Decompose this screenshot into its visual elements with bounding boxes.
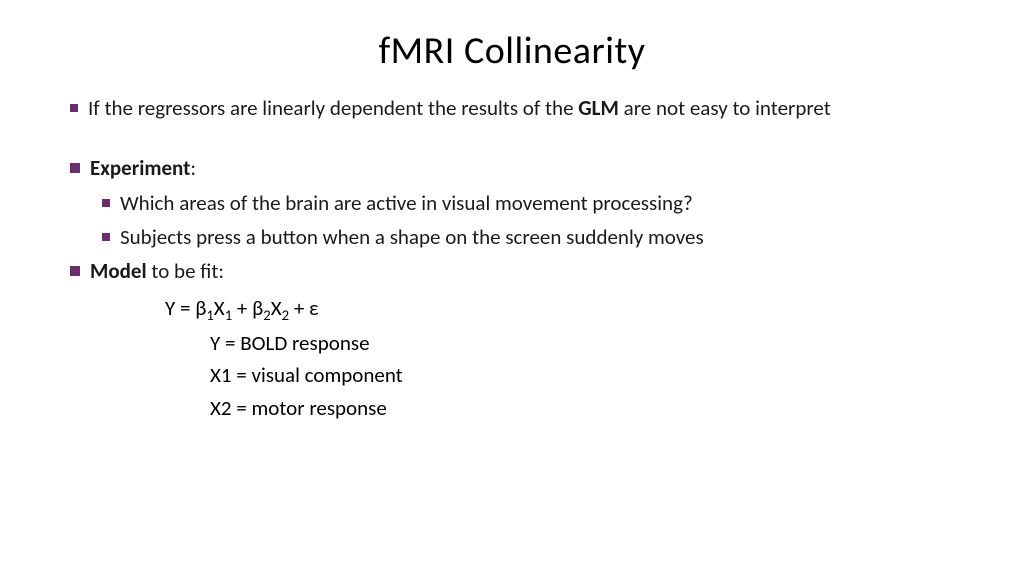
model-def: Y = BOLD response xyxy=(210,327,954,360)
bullet-icon xyxy=(102,233,110,241)
model-bullet: Model to be fit: xyxy=(70,257,954,285)
bullet-icon xyxy=(70,163,80,173)
model-def: X2 = motor response xyxy=(210,392,954,425)
model-formula: Y = β1X1 + β2X2 + ε xyxy=(165,292,954,327)
defs-block: Y = BOLD response X1 = visual component … xyxy=(210,327,954,425)
model-label-post: to be fit: xyxy=(147,258,224,284)
experiment-label-row: Experiment: xyxy=(90,154,196,182)
bullet-icon xyxy=(70,104,78,112)
model-label-row: Model to be fit: xyxy=(90,257,224,285)
experiment-bullet: Experiment: xyxy=(70,154,954,182)
intro-bold: GLM xyxy=(578,95,619,121)
experiment-label: Experiment xyxy=(90,155,190,181)
intro-pre: If the regressors are linearly dependent… xyxy=(88,95,578,121)
experiment-item-text: Which areas of the brain are active in v… xyxy=(120,189,693,217)
bullet-icon xyxy=(70,266,80,276)
experiment-item: Which areas of the brain are active in v… xyxy=(102,189,954,217)
bullet-icon xyxy=(102,199,110,207)
experiment-colon: : xyxy=(190,155,196,181)
model-label: Model xyxy=(90,258,147,284)
slide-title: fMRI Collinearity xyxy=(70,28,954,74)
experiment-item-text: Subjects press a button when a shape on … xyxy=(120,223,704,251)
slide-content: fMRI Collinearity If the regressors are … xyxy=(0,0,1024,444)
experiment-item: Subjects press a button when a shape on … xyxy=(102,223,954,251)
intro-text: If the regressors are linearly dependent… xyxy=(88,94,831,122)
intro-post: are not easy to interpret xyxy=(619,95,831,121)
intro-bullet: If the regressors are linearly dependent… xyxy=(70,94,954,122)
formula-block: Y = β1X1 + β2X2 + ε xyxy=(165,292,954,327)
model-def: X1 = visual component xyxy=(210,359,954,392)
